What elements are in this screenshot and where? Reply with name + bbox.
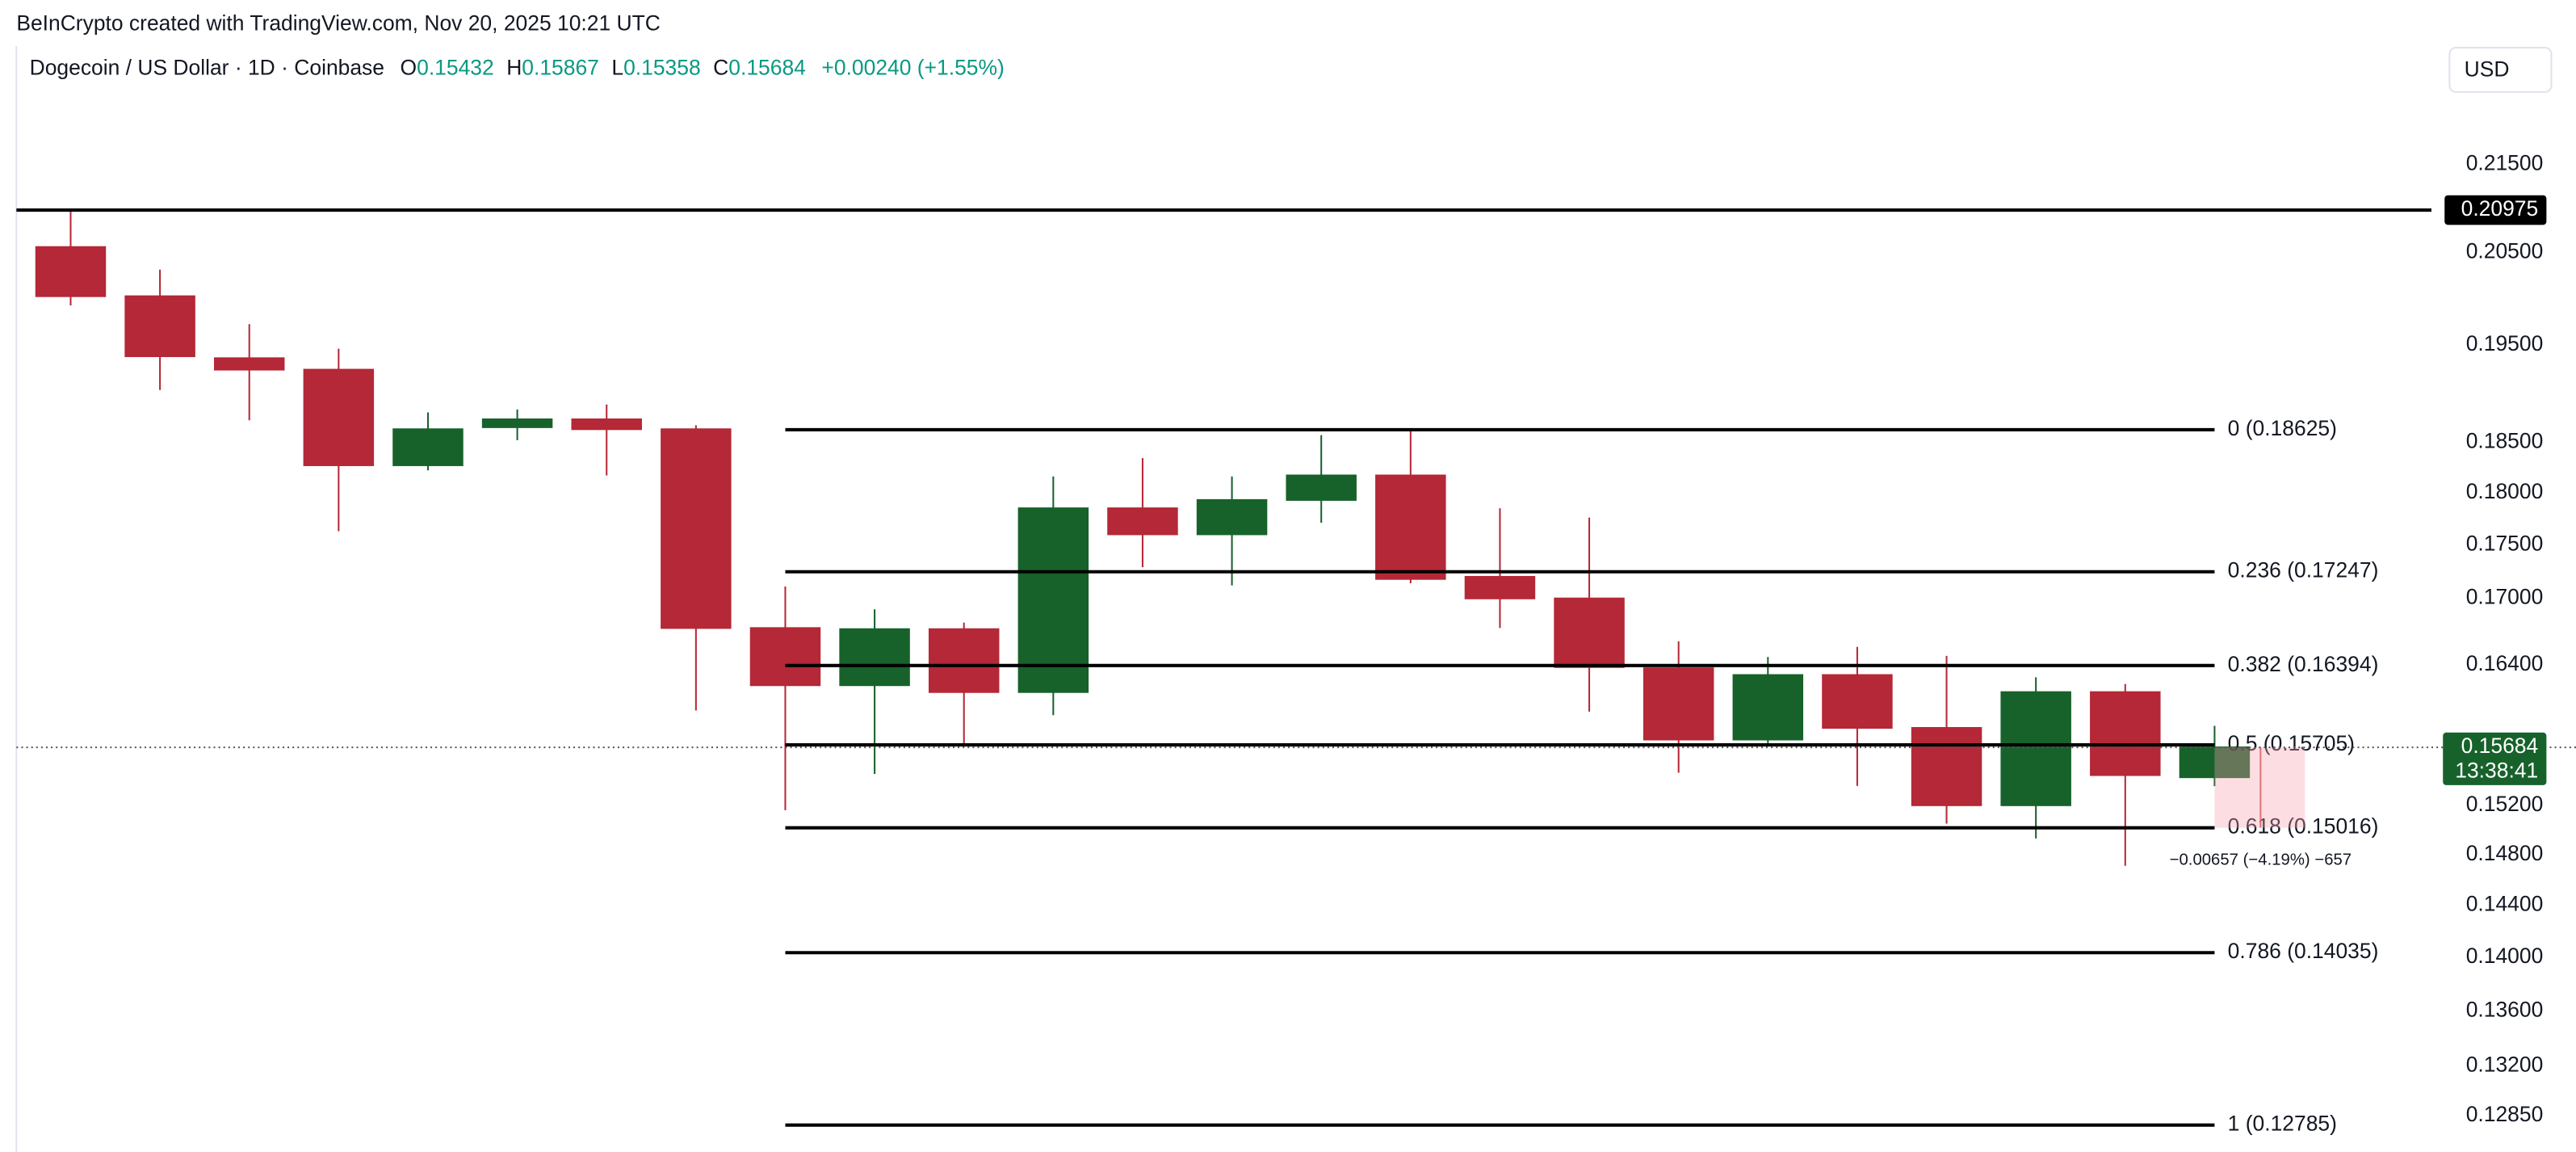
ohlc-value: 0.15867	[522, 55, 599, 79]
currency-button[interactable]	[2448, 46, 2553, 93]
y-tick-label: 0.14800	[2466, 841, 2544, 865]
y-tick-label: 0.12850	[2466, 1102, 2544, 1126]
candle-body	[1643, 667, 1714, 741]
candle-body	[1732, 674, 1804, 741]
candle-body	[1911, 726, 1982, 806]
legend: Dogecoin / US Dollar · 1D · Coinbase O0.…	[30, 55, 1005, 79]
candle-body	[1286, 474, 1357, 501]
fib-label: 1 (0.12785)	[2228, 1112, 2337, 1136]
candle-body	[2000, 691, 2071, 806]
y-tick-label: 0.18000	[2466, 479, 2544, 503]
ohlc-letter: O	[401, 55, 417, 79]
ohlc-letter: C	[713, 55, 728, 79]
ohlc-letter: H	[506, 55, 522, 79]
fib-label: 0.236 (0.17247)	[2228, 558, 2379, 582]
y-tick-label: 0.14000	[2466, 944, 2544, 968]
candle-body	[2090, 691, 2161, 776]
change: +0.00240 (+1.55%)	[821, 55, 1004, 79]
y-tick-label: 0.18500	[2466, 428, 2544, 452]
fib-label: 0.5 (0.15705)	[2228, 731, 2355, 755]
candle-body	[571, 418, 642, 431]
currency-label[interactable]: USD	[2465, 57, 2510, 81]
candle-body	[1464, 575, 1536, 599]
y-tick-label: 0.17500	[2466, 531, 2544, 555]
y-tick-label: 0.14400	[2466, 891, 2544, 915]
y-tick-label: 0.13200	[2466, 1053, 2544, 1077]
y-tick-label: 0.19500	[2466, 331, 2544, 355]
candle-body	[839, 628, 910, 687]
candle-body	[303, 368, 375, 466]
ohlc-value: 0.15684	[728, 55, 806, 79]
resistance-label: 0.20975	[2461, 196, 2539, 221]
candle-body	[213, 357, 285, 371]
source-note: BeInCrypto created with TradingView.com,…	[16, 11, 661, 35]
candle-body	[928, 628, 1000, 693]
y-tick-label: 0.21500	[2466, 150, 2544, 174]
last-price-tag	[2443, 732, 2547, 785]
y-tick-label: 0.17000	[2466, 585, 2544, 609]
y-tick-label: 0.16400	[2466, 651, 2544, 675]
candle-body	[124, 295, 195, 358]
ohlc-value: 0.15358	[623, 55, 701, 79]
candle-body	[1375, 474, 1446, 580]
candle-body	[392, 428, 464, 466]
y-tick-label: 0.15200	[2466, 792, 2544, 816]
candle-body	[1017, 507, 1089, 693]
candle-body	[1554, 597, 1625, 668]
candle-body	[2179, 746, 2251, 779]
countdown: 13:38:41	[2455, 759, 2538, 783]
measure-label: −0.00657 (−4.19%) −657	[2170, 851, 2352, 869]
candle-body	[1107, 507, 1178, 536]
candle-body	[1822, 674, 1893, 729]
fib-label: 0.786 (0.14035)	[2228, 939, 2379, 963]
candle-body	[481, 418, 553, 428]
ohlc-value: 0.15432	[417, 55, 494, 79]
symbol-title: Dogecoin / US Dollar · 1D · Coinbase	[30, 55, 384, 79]
candle-body	[749, 627, 821, 687]
resistance-tag	[2444, 195, 2547, 225]
y-tick-label: 0.20500	[2466, 238, 2544, 263]
candle-body	[661, 428, 732, 629]
fib-label: 0 (0.18625)	[2228, 416, 2337, 440]
candle-body	[1196, 498, 1268, 536]
ohlc-letter: L	[611, 55, 623, 79]
candle-body	[35, 246, 107, 297]
fib-label: 0.618 (0.15016)	[2228, 814, 2379, 839]
fib-label: 0.382 (0.16394)	[2228, 652, 2379, 676]
y-tick-label: 0.13600	[2466, 997, 2544, 1021]
last-price-label: 0.15684	[2461, 734, 2539, 758]
